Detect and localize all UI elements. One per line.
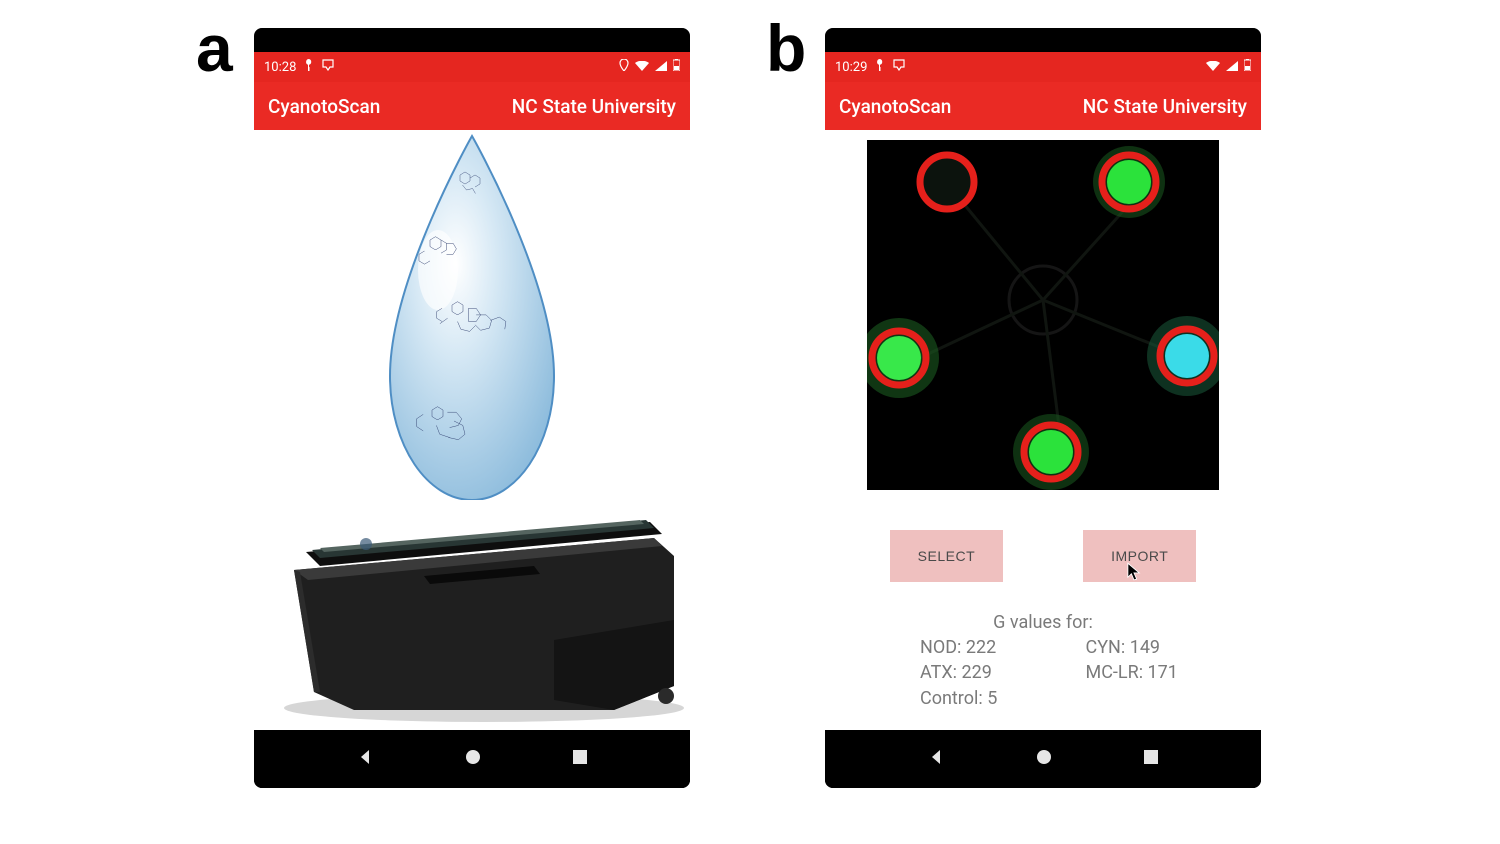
assay-image bbox=[867, 140, 1219, 490]
result-nod: NOD: 222 bbox=[920, 635, 1056, 660]
splash-screen bbox=[254, 130, 690, 730]
figure-panel-label-a: a bbox=[196, 10, 233, 86]
nav-recent-icon[interactable] bbox=[572, 749, 588, 769]
key-icon bbox=[875, 59, 885, 75]
phone-b: 10:29 CyanotoScan NC State Uni bbox=[825, 28, 1261, 788]
battery-icon bbox=[673, 59, 680, 75]
status-time: 10:29 bbox=[835, 60, 867, 75]
status-bar: 10:28 bbox=[254, 52, 690, 82]
results-title: G values for: bbox=[865, 610, 1221, 635]
cast-icon bbox=[322, 59, 334, 75]
nav-back-icon[interactable] bbox=[356, 748, 374, 770]
result-control: Control: 5 bbox=[920, 686, 1056, 711]
app-org: NC State University bbox=[1083, 95, 1247, 118]
screen-b: 10:29 CyanotoScan NC State Uni bbox=[825, 52, 1261, 730]
select-button[interactable]: SELECT bbox=[890, 530, 1003, 582]
key-icon bbox=[304, 59, 314, 75]
android-nav-bar bbox=[254, 730, 690, 788]
button-row: SELECT IMPORT bbox=[825, 530, 1261, 582]
nav-home-icon[interactable] bbox=[1035, 748, 1053, 770]
status-time: 10:28 bbox=[264, 60, 296, 75]
nav-recent-icon[interactable] bbox=[1143, 749, 1159, 769]
app-name: CyanotoScan bbox=[839, 95, 951, 118]
figure-panel-label-b: b bbox=[766, 10, 806, 86]
wifi-icon bbox=[635, 60, 649, 75]
battery-icon bbox=[1244, 59, 1251, 75]
results-block: G values for: NOD: 222 CYN: 149 ATX: 229… bbox=[825, 610, 1261, 711]
app-bar: CyanotoScan NC State University bbox=[254, 82, 690, 130]
cast-icon bbox=[893, 59, 905, 75]
wifi-icon bbox=[1206, 60, 1220, 75]
water-drop-illustration bbox=[342, 130, 602, 510]
signal-icon bbox=[1226, 60, 1238, 75]
app-bar: CyanotoScan NC State University bbox=[825, 82, 1261, 130]
result-atx: ATX: 229 bbox=[920, 660, 1056, 685]
nav-home-icon[interactable] bbox=[464, 748, 482, 770]
android-nav-bar bbox=[825, 730, 1261, 788]
reader-device-illustration bbox=[254, 500, 690, 730]
phone-a: 10:28 C bbox=[254, 28, 690, 788]
results-screen: SELECT IMPORT G values for: NOD: 222 CYN… bbox=[825, 130, 1261, 730]
signal-icon bbox=[655, 60, 667, 75]
nav-back-icon[interactable] bbox=[927, 748, 945, 770]
app-org: NC State University bbox=[512, 95, 676, 118]
app-name: CyanotoScan bbox=[268, 95, 380, 118]
result-mclr: MC-LR: 171 bbox=[1086, 660, 1222, 685]
screen-a: 10:28 C bbox=[254, 52, 690, 730]
import-button[interactable]: IMPORT bbox=[1083, 530, 1196, 582]
location-icon bbox=[619, 59, 629, 75]
result-cyn: CYN: 149 bbox=[1086, 635, 1222, 660]
status-bar: 10:29 bbox=[825, 52, 1261, 82]
